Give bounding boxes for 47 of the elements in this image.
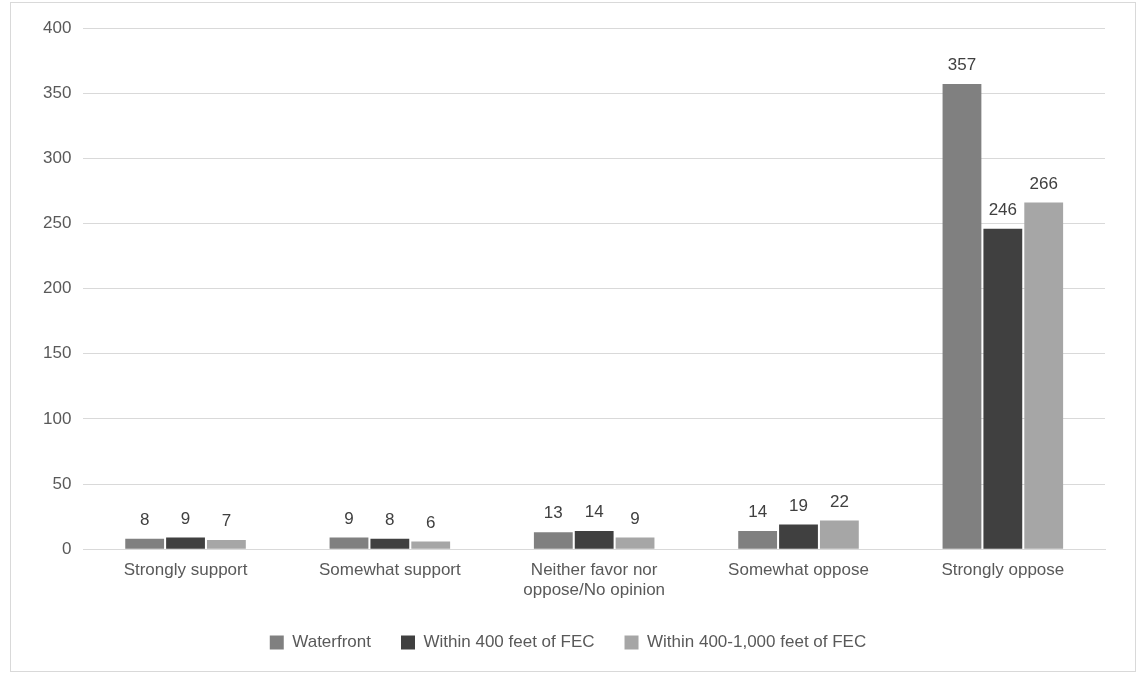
data-label: 7 [221,511,232,531]
legend-label: Within 400 feet of FEC [423,632,595,652]
bar [329,537,369,549]
y-tick-label: 300 [42,147,72,167]
bar [983,228,1023,549]
x-tick-label: Strongly oppose [941,560,1065,580]
data-label: 13 [543,503,563,523]
bar [533,532,573,549]
data-label: 9 [180,508,191,528]
data-label: 246 [988,199,1018,219]
data-label: 8 [385,509,395,529]
bar [574,530,614,549]
y-tick-label: 250 [42,213,72,233]
data-label: 8 [139,509,150,529]
bar [370,538,410,549]
bar [942,84,982,549]
bar [125,538,165,549]
y-tick-label: 200 [42,278,72,298]
x-tick-label: Neither favor nor oppose/No opinion [523,560,666,600]
bar [819,520,859,549]
x-tick-label: Somewhat support [318,560,461,580]
y-tick-label: 350 [42,82,72,102]
y-tick-label: 150 [42,343,72,363]
y-tick-label: 50 [52,473,72,493]
bar [166,537,205,549]
y-tick-label: 400 [42,17,72,37]
bar [411,541,451,549]
data-label: 357 [947,55,977,75]
bar [1024,202,1064,549]
data-label: 9 [630,508,640,528]
data-label: 6 [425,512,436,532]
data-label: 19 [789,495,808,515]
legend-label: Within 400-1,000 feet of FEC [647,632,867,652]
bar [615,537,655,549]
y-tick-label: 100 [42,408,72,428]
data-label: 266 [1029,173,1058,193]
x-tick-label: Somewhat oppose [728,560,869,580]
data-label: 22 [829,491,849,511]
y-tick-label: 0 [61,538,72,558]
data-label: 14 [584,502,604,522]
data-label: 9 [344,508,354,528]
x-tick-label: Strongly support [123,560,248,580]
bar [738,530,778,549]
bar [206,540,246,549]
legend-label: Waterfront [292,632,372,652]
data-label: 14 [748,502,768,522]
bar [779,524,818,549]
